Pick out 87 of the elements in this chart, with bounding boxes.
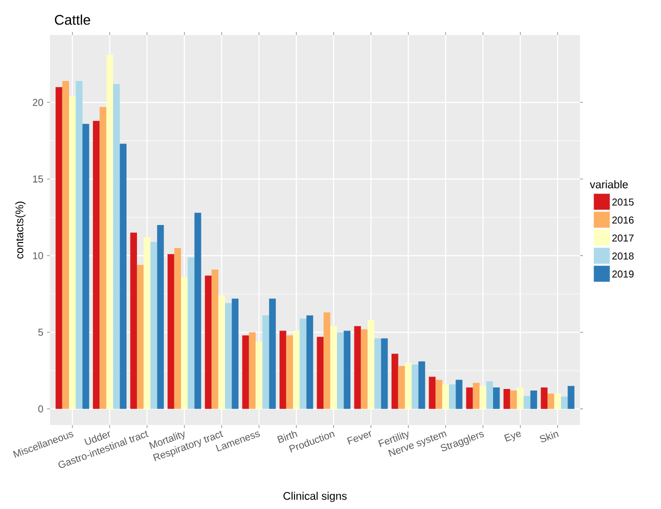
bar	[493, 387, 500, 409]
bar	[530, 390, 538, 409]
bar	[466, 387, 473, 409]
x-tick-label: Skin	[540, 432, 559, 442]
bar	[337, 332, 344, 409]
bar	[381, 338, 388, 409]
bar	[510, 390, 517, 409]
bar	[262, 315, 270, 409]
bar	[436, 380, 442, 409]
y-axis-title: contacts(%)	[15, 202, 26, 259]
bar	[168, 254, 174, 409]
bar	[330, 326, 338, 409]
bar	[181, 277, 188, 409]
bar	[280, 330, 286, 409]
bar	[248, 332, 256, 409]
x-axis-title: Clinical signs	[283, 492, 347, 502]
bar	[560, 396, 568, 409]
bar	[442, 384, 449, 409]
bar	[486, 381, 494, 409]
y-tick-label: 15	[33, 176, 44, 183]
y-tick-label: 5	[38, 328, 44, 336]
bar	[368, 320, 374, 409]
bar	[106, 54, 114, 409]
bar	[69, 96, 76, 409]
bar	[218, 296, 226, 409]
bar	[404, 362, 412, 409]
bar	[480, 386, 486, 409]
x-tick-label: Eye	[504, 432, 521, 442]
bar	[113, 84, 120, 409]
bar	[503, 388, 510, 409]
bar	[516, 387, 524, 409]
bar	[568, 386, 574, 409]
bar	[344, 330, 350, 409]
bar	[354, 326, 361, 409]
bar	[56, 87, 62, 409]
x-tick-label: Fever	[347, 431, 371, 444]
bar	[449, 384, 456, 409]
legend-title: variable	[590, 180, 628, 188]
bar	[242, 335, 249, 409]
bar	[548, 394, 554, 409]
bar	[306, 315, 314, 409]
bar	[120, 144, 127, 409]
bar	[472, 382, 480, 409]
bar	[82, 124, 90, 409]
bar	[418, 361, 426, 409]
bar	[188, 257, 194, 409]
bar	[292, 330, 300, 409]
bar	[136, 264, 144, 409]
bar	[324, 312, 330, 409]
legend-label: 2018	[612, 252, 634, 260]
y-tick-label: 0	[38, 405, 44, 412]
bar	[269, 298, 276, 409]
bar	[456, 380, 462, 409]
bar	[225, 303, 232, 409]
legend-label: 2015	[612, 198, 634, 206]
chart-title: Cattle	[54, 14, 90, 25]
bar	[174, 248, 182, 409]
bar	[392, 354, 398, 409]
bar	[100, 107, 106, 409]
bar	[150, 242, 158, 409]
bar	[554, 394, 561, 409]
legend-label: 2017	[612, 234, 634, 242]
bar	[374, 338, 382, 409]
bar	[360, 329, 368, 409]
bar	[398, 366, 405, 409]
bar	[316, 336, 324, 409]
bar	[286, 335, 293, 409]
legend-label: 2016	[612, 216, 634, 224]
bar	[524, 396, 530, 409]
bar	[540, 387, 548, 409]
bar	[157, 225, 164, 409]
y-tick-label: 10	[33, 252, 44, 260]
y-tick-label: 20	[32, 98, 44, 106]
legend-label: 2019	[612, 270, 634, 278]
bar	[130, 232, 137, 409]
bar	[144, 237, 150, 409]
bar	[300, 318, 306, 409]
bar	[92, 120, 100, 409]
bar	[232, 298, 238, 409]
bar	[62, 80, 70, 409]
bar	[212, 269, 218, 409]
bar	[194, 212, 202, 409]
bar	[204, 276, 212, 409]
bar	[428, 376, 436, 409]
bar	[412, 364, 418, 409]
bar	[256, 341, 262, 409]
bar	[76, 80, 82, 409]
